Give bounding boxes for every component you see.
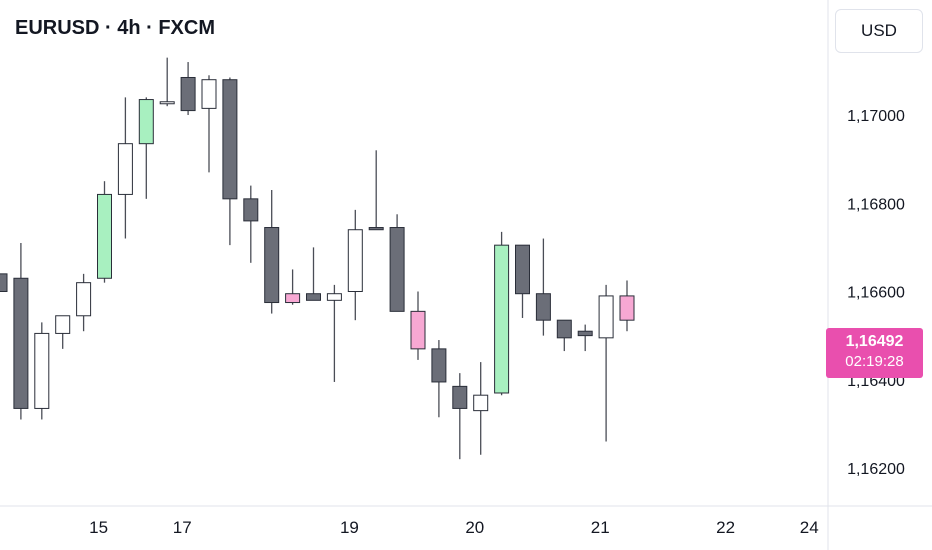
candle[interactable] <box>138 97 154 199</box>
candle[interactable] <box>117 97 133 239</box>
candle[interactable] <box>473 362 489 455</box>
candle-body <box>619 295 635 321</box>
time-tick-label: 21 <box>591 518 610 537</box>
candle[interactable] <box>494 231 510 396</box>
candle[interactable] <box>222 77 238 246</box>
candle-body <box>368 227 384 231</box>
candle-body <box>452 385 468 409</box>
bar-countdown: 02:19:28 <box>845 353 904 370</box>
candle-body <box>264 227 280 304</box>
candle[interactable] <box>76 273 92 332</box>
candle-body <box>117 143 133 195</box>
candle-body <box>138 99 154 145</box>
candle[interactable] <box>577 324 593 352</box>
time-tick-label: 15 <box>89 518 108 537</box>
candle-body <box>556 319 572 339</box>
candle-body <box>201 79 217 109</box>
candle-body <box>306 293 321 301</box>
candle[interactable] <box>389 214 405 312</box>
time-axis[interactable]: 15 17 19 20 21 22 24 <box>89 518 819 537</box>
candle-body <box>97 193 112 279</box>
price-tick-label: 1,16600 <box>847 285 905 302</box>
currency-button[interactable]: USD <box>835 9 923 53</box>
candle[interactable] <box>13 242 29 420</box>
candle[interactable] <box>326 284 342 382</box>
candle-body <box>76 282 92 317</box>
candle-body <box>515 244 530 295</box>
time-tick-label: 19 <box>340 518 359 537</box>
candle-body <box>577 330 593 337</box>
candle-body <box>13 277 29 409</box>
candle[interactable] <box>201 75 217 173</box>
candle[interactable] <box>55 315 71 349</box>
candle-body <box>55 315 71 334</box>
candle-body <box>494 244 510 394</box>
candle-body <box>159 101 175 105</box>
candle-body <box>285 293 301 304</box>
candle-body <box>535 293 551 321</box>
candle[interactable] <box>431 340 447 418</box>
last-price-tag: 1,16492 02:19:28 <box>826 328 923 378</box>
candle[interactable] <box>368 150 384 231</box>
time-tick-label: 22 <box>716 518 735 537</box>
candle[interactable] <box>180 62 196 115</box>
price-tick-label: 1,16200 <box>847 461 905 478</box>
candle[interactable] <box>243 185 259 263</box>
time-tick-label: 24 <box>800 518 819 537</box>
candle[interactable] <box>264 190 280 314</box>
candle-body <box>410 310 426 350</box>
candle-body <box>431 348 447 383</box>
candle-body <box>473 394 489 412</box>
candle[interactable] <box>159 57 175 107</box>
candles-layer <box>0 57 635 460</box>
time-tick-label: 17 <box>173 518 192 537</box>
candle[interactable] <box>556 319 572 352</box>
candle-body <box>180 76 196 112</box>
candle[interactable] <box>34 322 50 420</box>
last-price-value: 1,16492 <box>845 333 904 350</box>
time-tick-label: 20 <box>465 518 484 537</box>
candle[interactable] <box>619 280 635 332</box>
candle[interactable] <box>410 291 426 360</box>
symbol-title[interactable]: EURUSD · 4h · FXCM <box>15 17 215 39</box>
candle-body <box>347 229 363 293</box>
candle-body <box>389 227 405 312</box>
candle-body <box>222 79 238 200</box>
candle-body <box>34 332 50 409</box>
candle[interactable] <box>347 209 363 321</box>
candle[interactable] <box>306 247 321 301</box>
candle-body <box>243 198 259 222</box>
candle-body <box>326 293 342 301</box>
candle[interactable] <box>285 269 301 305</box>
candle-body <box>598 295 614 339</box>
candle[interactable] <box>535 238 551 336</box>
candle[interactable] <box>598 284 614 442</box>
candle[interactable] <box>452 373 468 460</box>
price-tick-label: 1,16800 <box>847 196 905 213</box>
price-tick-label: 1,17000 <box>847 108 905 125</box>
candle[interactable] <box>515 244 530 318</box>
candle[interactable] <box>0 273 8 293</box>
candle[interactable] <box>97 181 112 283</box>
candle-body <box>0 273 8 293</box>
